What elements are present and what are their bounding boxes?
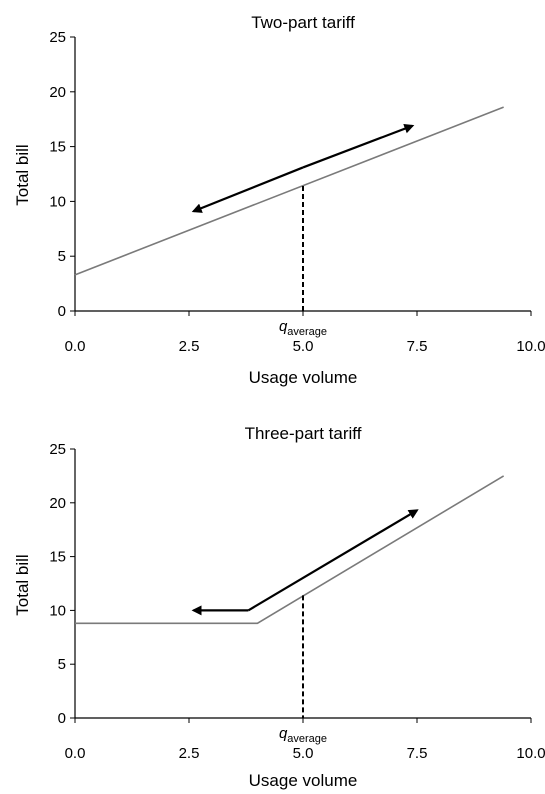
y-tick-label: 15: [49, 139, 66, 156]
y-tick-label: 5: [58, 656, 66, 673]
two-part-tariff-chart: Two-part tariff 0 5 10 15 20 25 0.0 2.5 5.0 7.5 10…: [13, 13, 545, 387]
x-axis-label: Usage volume: [249, 368, 358, 387]
tariff-line: [74, 106, 504, 276]
q-average-label: qaverage: [279, 318, 327, 338]
tariff-line: [75, 475, 505, 625]
x-tick-label: 7.5: [407, 338, 428, 355]
x-tick-label: 2.5: [179, 745, 200, 762]
plot-area: 0 5 10 15 20 25 0.0 2.5 5.0 7.5 10.0 qaverage: [49, 29, 545, 355]
y-tick-label: 0: [58, 303, 66, 320]
x-axis-label: Usage volume: [249, 771, 358, 790]
x-tick-label: 5.0: [293, 338, 314, 355]
arrow-right: [247, 509, 419, 612]
x-tick-label: 10.0: [516, 745, 545, 762]
x-tick-label: 5.0: [293, 745, 314, 762]
y-tick-label: 20: [49, 495, 66, 512]
y-tick-label: 5: [58, 248, 66, 265]
x-tick-label: 2.5: [179, 338, 200, 355]
chart-title: Two-part tariff: [251, 13, 355, 32]
y-axis-label: Total bill: [13, 144, 32, 205]
y-tick-label: 15: [49, 549, 66, 566]
y-tick-label: 10: [49, 193, 66, 210]
plot-area: 0 5 10 15 20 25 0.0 2.5 5.0 7.5 10.0 qaverage: [49, 441, 545, 762]
arrow-right: [302, 123, 415, 169]
three-part-tariff-chart: Three-part tariff 0 5 10 15 20 25 0.0 2.5 5.0 7.5…: [13, 424, 545, 790]
x-tick-label: 0.0: [65, 745, 86, 762]
chart-title: Three-part tariff: [245, 424, 362, 443]
y-tick-label: 25: [49, 29, 66, 46]
arrow-left: [191, 166, 304, 213]
x-tick-label: 10.0: [516, 338, 545, 355]
q-average-label: qaverage: [279, 725, 327, 745]
y-tick-label: 10: [49, 602, 66, 619]
y-axis-label: Total bill: [13, 554, 32, 615]
y-tick-label: 0: [58, 710, 66, 727]
y-tick-label: 25: [49, 441, 66, 458]
x-tick-label: 0.0: [65, 338, 86, 355]
y-tick-label: 20: [49, 84, 66, 101]
x-tick-label: 7.5: [407, 745, 428, 762]
